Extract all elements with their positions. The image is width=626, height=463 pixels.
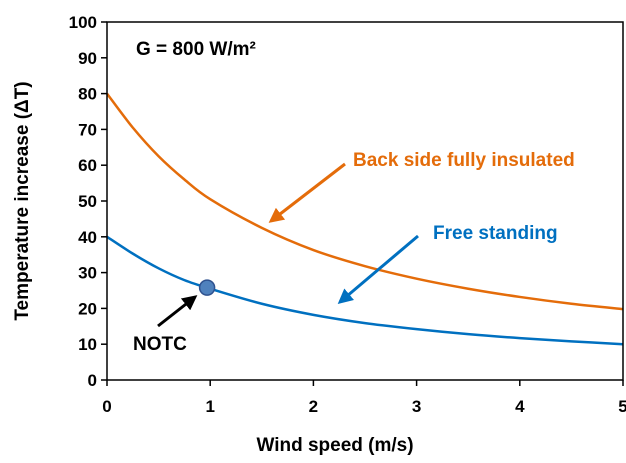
series-line-back-side-fully-insulated [106,92,624,311]
y-tick-label: 60 [78,156,97,175]
y-tick-label: 0 [88,371,97,390]
x-tick-label: 5 [618,397,626,416]
series-line-free-standing [106,235,624,346]
insulated-arrow [268,162,346,223]
y-tick-label: 20 [78,299,97,318]
y-tick-label: 100 [69,13,97,32]
x-axis-ticks: 0 1 2 3 4 5 [102,380,626,416]
y-tick-label: 70 [78,120,97,139]
y-tick-label: 50 [78,192,97,211]
x-tick-label: 3 [412,397,421,416]
free-standing-label: Free standing [433,223,558,244]
y-tick-label: 30 [78,264,97,283]
x-tick-label: 2 [309,397,318,416]
y-tick-label: 10 [78,335,97,354]
series-layer [106,92,624,346]
x-tick-label: 4 [515,397,525,416]
y-axis-label: Temperature increase (ΔT) [12,81,33,320]
y-tick-label: 40 [78,228,97,247]
free-standing-arrow [337,234,419,304]
notc-label: NOTC [133,334,187,355]
x-axis-label: Wind speed (m/s) [256,435,413,456]
notc-arrow [157,295,198,328]
y-tick-label: 90 [78,49,97,68]
y-tick-label: 80 [78,85,97,104]
x-tick-label: 1 [205,397,214,416]
condition-annotation: G = 800 W/m² [136,39,256,60]
y-axis-ticks: 0 10 20 30 40 50 60 70 80 90 100 [69,13,107,390]
x-tick-label: 0 [102,397,111,416]
plot-area [106,21,624,381]
notc-marker [198,279,216,296]
insulated-label: Back side fully insulated [353,150,575,171]
